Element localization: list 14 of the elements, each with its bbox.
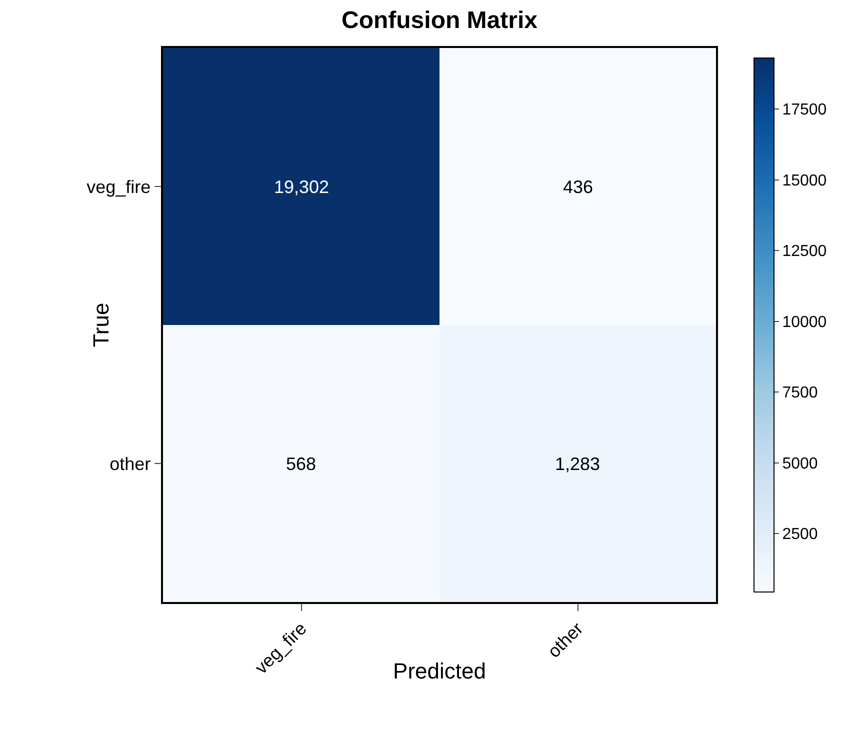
color-bar-label: 12500 [782,243,827,260]
color-bar-label: 5000 [782,455,818,472]
chart-title: Confusion Matrix [342,6,538,34]
data-label: 1,283 [555,454,600,474]
data-label: 19,302 [274,177,330,197]
color-bar-label: 2500 [782,526,818,544]
data-label: 436 [563,177,594,197]
y-axis-title: True [88,302,114,348]
color-bar-label: 10000 [782,314,827,331]
color-bar-label: 17500 [782,102,827,119]
data-label: 568 [286,454,316,474]
color-bar-label: 15000 [782,172,827,190]
x-axis-title: Predicted [393,658,486,684]
color-bar-label: 7500 [782,384,818,402]
